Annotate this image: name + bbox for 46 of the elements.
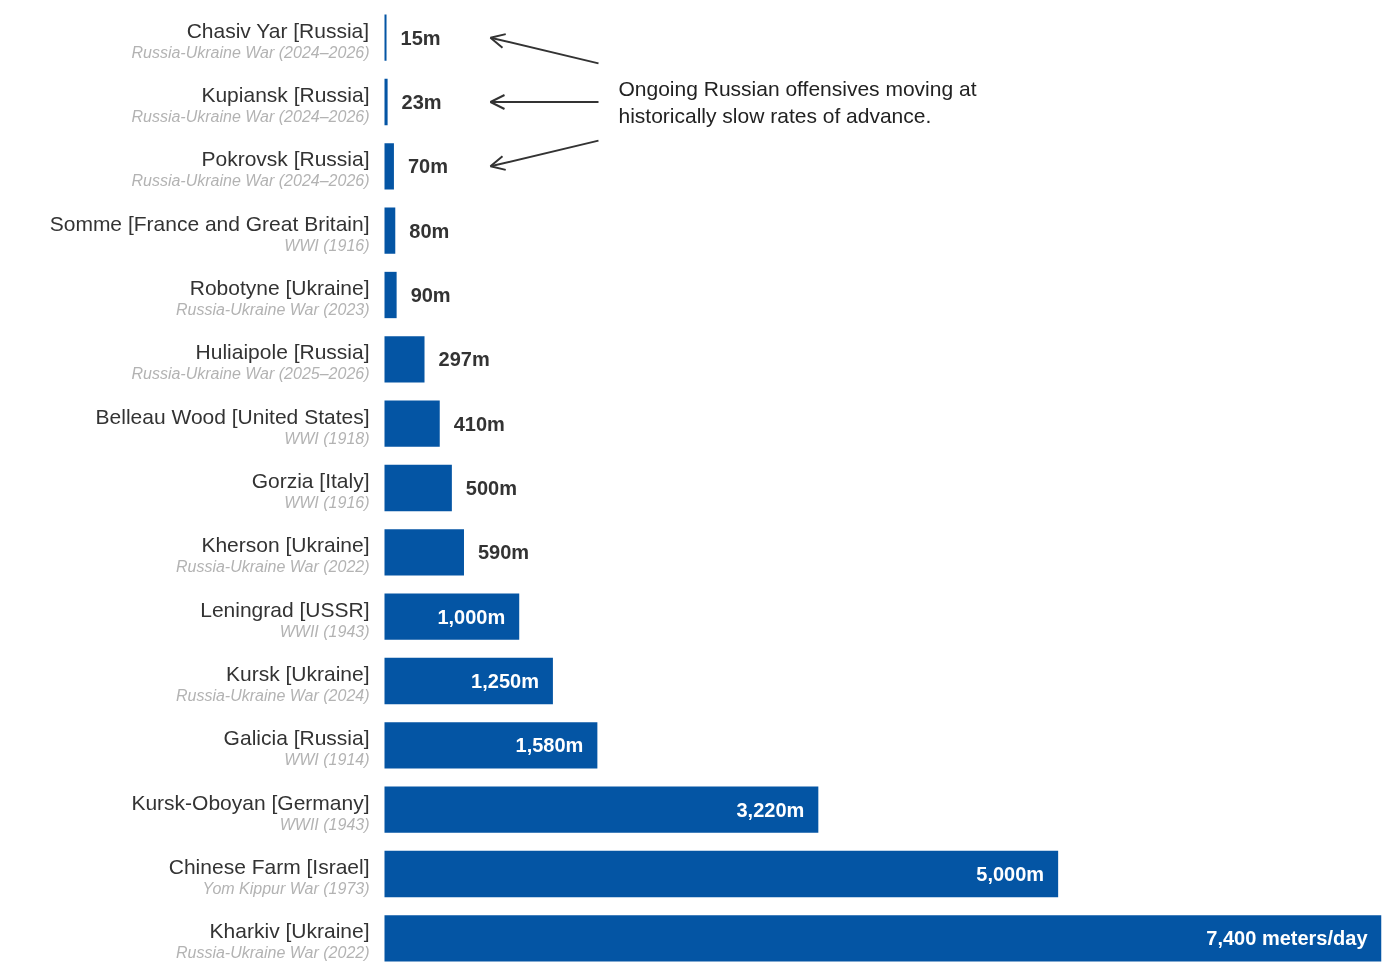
data-label: 590m	[477, 541, 530, 564]
y-tick-label: Chinese Farm [Israel] Yom Kippur War (1973)	[168, 855, 370, 897]
data-label: 1,250m	[471, 670, 539, 692]
data-label: 500m	[465, 477, 518, 499]
y-tick-label: Kursk-Oboyan [Germany] WWII (1943)	[131, 790, 370, 833]
y-tick-label: Galicia [Russia] WWI (1914)	[223, 726, 370, 769]
y-tick-label: Robotyne [Ukraine] Russia-Ukraine War (2023)	[175, 276, 370, 318]
bar	[384, 464, 452, 512]
data-label: 15m	[400, 26, 441, 49]
bar	[384, 657, 553, 705]
y-tick-label: Belleau Wood [United States] WWI (1918)	[95, 404, 370, 447]
data-label: 7,400 meters/day	[1206, 927, 1369, 950]
bar	[384, 400, 440, 447]
bar	[384, 850, 1059, 898]
y-tick-label: Kursk [Ukraine] Russia-Ukraine War (2024)	[175, 662, 370, 704]
data-label: 297m	[438, 348, 490, 371]
data-label: 410m	[453, 412, 505, 435]
y-tick-label: Kherson [Ukraine] Russia-Ukraine War (2022)	[175, 533, 370, 576]
y-tick-label: Kupiansk [Russia] Russia-Ukraine War (2024–2026)	[131, 83, 370, 125]
bar	[384, 336, 425, 383]
bar	[384, 143, 394, 190]
y-tick-label: Gorzia [Italy] WWI (1916)	[251, 469, 370, 511]
data-label: 5,000m	[976, 863, 1045, 885]
y-tick-label: Chasiv Yar [Russia] Russia-Ukraine War (2024–2026)	[131, 18, 370, 61]
bar	[384, 722, 598, 769]
bar	[384, 271, 397, 319]
y-tick-label: Huliaipole [Russia] Russia-Ukraine War (2025–2026)	[131, 340, 370, 383]
data-label: 1,580m	[515, 734, 584, 757]
data-label: 90m	[410, 284, 451, 306]
y-tick-label: Kharkiv [Ukraine] Russia-Ukraine War (2022)	[175, 919, 370, 962]
data-label: 70m	[407, 155, 448, 178]
data-label: 23m	[401, 91, 442, 113]
y-tick-label: Somme [France and Great Britain] WWI (1916)	[49, 211, 370, 254]
bar	[384, 14, 387, 61]
y-tick-label: Leningrad [USSR] WWII (1943)	[200, 597, 370, 640]
bar	[384, 915, 1382, 962]
data-label: 1,000m	[437, 605, 506, 628]
data-label: 80m	[409, 219, 450, 242]
bar	[384, 786, 819, 833]
bar	[384, 529, 464, 576]
annotation: Ongoing Russian offensives moving at historically slow rates of advance.	[618, 76, 977, 128]
bar	[384, 78, 388, 126]
bar	[384, 207, 396, 254]
bar	[384, 593, 520, 640]
data-label: 3,220m	[736, 798, 805, 821]
y-tick-label: Pokrovsk [Russia] Russia-Ukraine War (2024–2026)	[131, 147, 370, 190]
